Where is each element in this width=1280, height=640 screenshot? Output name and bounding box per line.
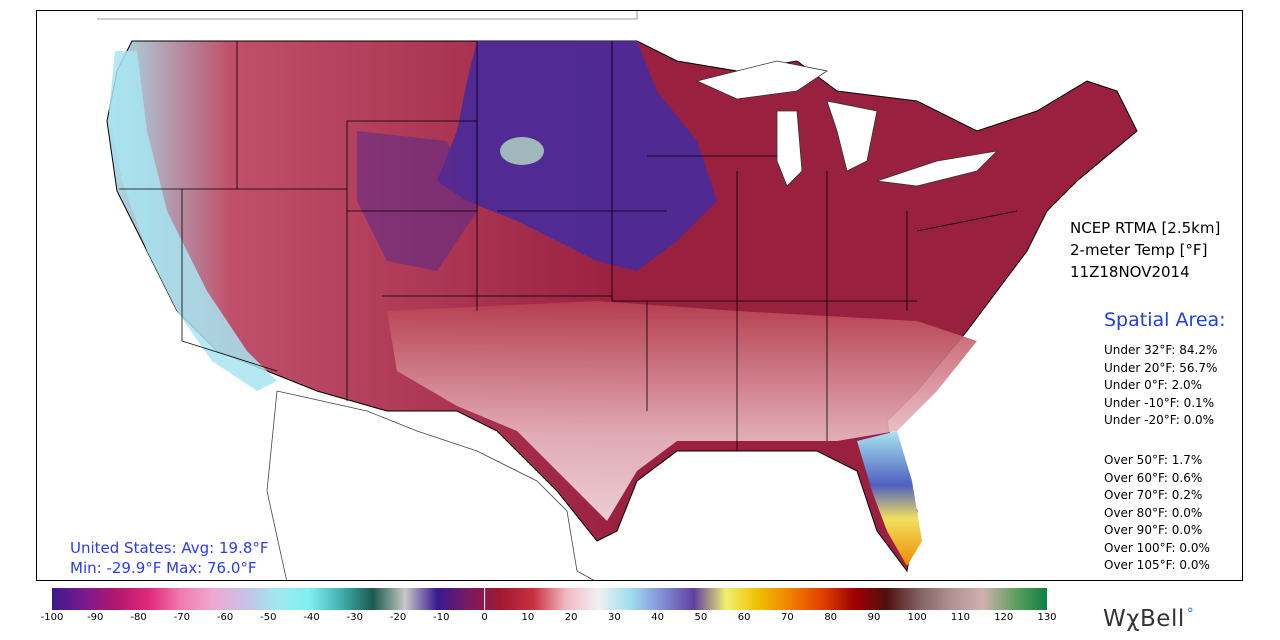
- colorbar-tick-label: 50: [694, 612, 708, 623]
- colorbar-tick-label: 100: [907, 612, 927, 623]
- spatial-area-title: Spatial Area:: [1104, 309, 1226, 331]
- colorbar-tick-label: -60: [216, 612, 234, 623]
- colorbar-tick-label: 30: [608, 612, 621, 623]
- colorbar-tick-label: 60: [737, 612, 751, 623]
- under-minus-20: Under -20°F: 0.0%: [1104, 413, 1215, 427]
- state-borders: [119, 41, 1018, 451]
- product-variable: 2-meter Temp [°F]: [1070, 241, 1208, 259]
- colorbar-tick-label: -80: [130, 612, 147, 623]
- under-32: Under 32°F: 84.2%: [1104, 343, 1218, 357]
- over-105: Over 105°F: 0.0%: [1104, 558, 1210, 572]
- west-coast-cool: [109, 51, 277, 391]
- colorbar-tick-label: -10: [433, 612, 450, 623]
- us-min-max: Min: -29.9°F Max: 76.0°F: [70, 559, 257, 577]
- map-frame: [36, 10, 1243, 581]
- logo-mark: °: [1186, 606, 1195, 622]
- colorbar-tick-label: 0: [481, 612, 488, 623]
- wxbell-logo: WχBell °: [1103, 606, 1194, 632]
- over-70: Over 70°F: 0.2%: [1104, 488, 1203, 502]
- colorbar-tick-label: -40: [303, 612, 320, 623]
- us-avg: United States: Avg: 19.8°F: [70, 539, 269, 557]
- lake-erie-ontario: [876, 150, 999, 187]
- colorbar-tick-label: 70: [781, 612, 794, 623]
- logo-text: WχBell: [1103, 606, 1185, 632]
- over-90: Over 90°F: 0.0%: [1104, 523, 1203, 537]
- under-minus-10: Under -10°F: 0.1%: [1104, 395, 1215, 410]
- colorbar-tick-label: 20: [564, 612, 578, 623]
- colorbar-tick-labels: -100 -90 -80 -70 -60 -50 -40 -30 -20 -10 0 10 20 30 40…: [0, 612, 1280, 628]
- under-20: Under 20°F: 56.7%: [1104, 360, 1218, 375]
- lake-michigan: [776, 110, 803, 187]
- over-60: Over 60°F: 0.6%: [1104, 470, 1203, 485]
- colorbar-tick-label: 80: [824, 612, 838, 623]
- colorbar-tick-label: 110: [950, 612, 971, 623]
- over-50: Over 50°F: 1.7%: [1104, 453, 1203, 467]
- colorbar-tick-label: 130: [1037, 612, 1057, 623]
- colorbar-tick-label: -100: [40, 612, 64, 623]
- mexico-land: [266, 390, 595, 580]
- temperature-map: [97, 11, 1138, 580]
- rockies-cold: [357, 131, 477, 271]
- colorbar-tick-label: 10: [521, 612, 535, 623]
- product-source: NCEP RTMA [2.5km]: [1070, 219, 1221, 237]
- cold-air-mass: [437, 41, 717, 271]
- florida: [857, 431, 922, 566]
- colorbar-tick-label: 90: [867, 612, 881, 623]
- colorbar-fill: [52, 588, 1047, 610]
- dakota-lake: [500, 137, 544, 165]
- over-80: Over 80°F: 0.0%: [1104, 505, 1203, 520]
- colorbar-tick-label: -20: [389, 612, 407, 623]
- product-info: NCEP RTMA [2.5km] 2-meter Temp [°F] 11Z1…: [1070, 217, 1220, 283]
- colorbar-tick-label: -70: [173, 612, 190, 623]
- colorbar-tick-label: -30: [346, 612, 363, 623]
- colorbar-tick-label: 120: [994, 612, 1014, 623]
- lake-superior: [695, 60, 829, 100]
- colorbar-tick-label: 40: [651, 612, 665, 623]
- colorbar: [52, 588, 1047, 610]
- over-threshold-list: Over 50°F: 1.7% Over 60°F: 0.6% Over 70°…: [1104, 452, 1210, 575]
- product-valid-time: 11Z18NOV2014: [1070, 263, 1190, 281]
- lake-huron: [826, 100, 878, 172]
- southern-mild: [387, 301, 977, 521]
- over-100: Over 100°F: 0.0%: [1104, 540, 1210, 555]
- under-0: Under 0°F: 2.0%: [1104, 378, 1203, 392]
- colorbar-tick-label: -90: [87, 612, 104, 623]
- canada-border: [97, 11, 638, 20]
- us-stats: United States: Avg: 19.8°F Min: -29.9°F …: [70, 538, 269, 578]
- colorbar-tick-label: -50: [260, 612, 277, 623]
- under-threshold-list: Under 32°F: 84.2% Under 20°F: 56.7% Unde…: [1104, 342, 1217, 430]
